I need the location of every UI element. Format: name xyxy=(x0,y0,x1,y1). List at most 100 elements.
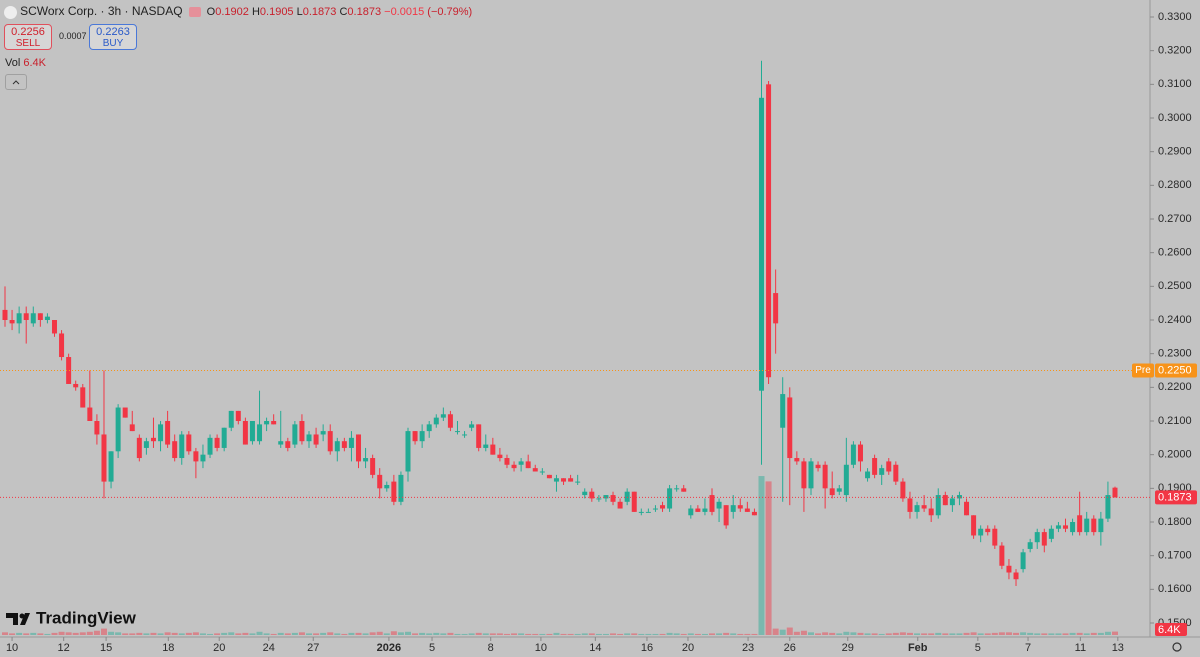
sell-button[interactable]: 0.2256 SELL xyxy=(4,24,52,50)
candle-body xyxy=(87,407,93,421)
symbol-title[interactable]: SCWorx Corp. · 3h · NASDAQ xyxy=(20,4,183,18)
candle-body xyxy=(1070,522,1076,533)
candle-body xyxy=(249,421,255,442)
volume-bar xyxy=(1076,632,1083,635)
candle-body xyxy=(511,464,517,469)
volume-bar xyxy=(30,632,37,635)
candle-body xyxy=(794,458,800,462)
volume-bar xyxy=(108,631,115,635)
volume-bar xyxy=(991,632,998,635)
candle-body xyxy=(758,97,764,391)
candle-body xyxy=(553,478,559,482)
settings-icon[interactable] xyxy=(1172,642,1182,652)
buy-button[interactable]: 0.2263 BUY xyxy=(89,24,137,50)
volume-bar xyxy=(730,633,737,635)
volume-bar xyxy=(136,632,143,635)
candle-body xyxy=(221,427,227,448)
candle-body xyxy=(596,498,602,500)
y-tick-label: 0.2800 xyxy=(1158,179,1192,191)
candle-body xyxy=(426,424,432,432)
candle-body xyxy=(787,397,793,459)
volume-bar xyxy=(171,632,178,635)
candle-body xyxy=(37,313,43,320)
x-tick-label: 16 xyxy=(641,642,653,654)
candle-body xyxy=(801,461,807,489)
volume-bar xyxy=(928,633,935,635)
volume-bar xyxy=(341,633,348,635)
volume-bar xyxy=(652,633,659,635)
candle-body xyxy=(292,424,298,445)
volume-bar xyxy=(935,632,942,635)
collapse-button[interactable] xyxy=(5,74,27,90)
volume-bar xyxy=(461,633,468,635)
sell-price: 0.2256 xyxy=(11,26,45,38)
candle-body xyxy=(638,511,644,513)
volume-series xyxy=(2,476,1118,635)
candle-body xyxy=(405,431,411,472)
change-value: −0.0015 xyxy=(384,6,425,18)
x-tick-label: 29 xyxy=(842,642,854,654)
candle-body xyxy=(334,441,340,452)
candle-body xyxy=(935,495,941,516)
volume-bar xyxy=(221,632,228,635)
candle-body xyxy=(1041,532,1047,546)
volume-bar xyxy=(645,633,652,635)
candle-body xyxy=(766,84,772,378)
candle-body xyxy=(2,309,8,320)
volume-bar xyxy=(871,633,878,635)
volume-bar xyxy=(595,633,602,635)
y-tick-label: 0.1800 xyxy=(1158,516,1192,528)
candle-body xyxy=(59,333,65,358)
y-tick-label: 0.3100 xyxy=(1158,78,1192,90)
volume-bar xyxy=(1034,633,1041,635)
volume-bar xyxy=(412,633,419,635)
volume-bar xyxy=(532,633,539,635)
candle-body xyxy=(907,498,913,512)
volume-bar xyxy=(673,633,680,635)
volume-bar xyxy=(574,633,581,635)
volume-bar xyxy=(2,632,8,635)
y-tick-label: 0.2200 xyxy=(1158,381,1192,393)
collapse-icon xyxy=(12,80,20,85)
candle-body xyxy=(108,451,114,482)
candle-body xyxy=(356,434,362,462)
volume-bar xyxy=(539,633,546,635)
candle-body xyxy=(412,431,418,442)
volume-bar xyxy=(503,633,510,635)
candle-body xyxy=(384,484,390,489)
volume-bar xyxy=(419,632,426,635)
candle-body xyxy=(497,454,503,459)
volume-bar xyxy=(390,631,397,635)
candle-body xyxy=(964,501,970,516)
candle-body xyxy=(214,437,220,448)
candle-body xyxy=(419,431,425,442)
ohlc-value: 0.1902 xyxy=(215,6,249,18)
candle-body xyxy=(447,414,453,428)
x-tick-label: 26 xyxy=(784,642,796,654)
candle-body xyxy=(872,458,878,475)
candle-body xyxy=(264,421,270,425)
candle-body xyxy=(730,505,736,512)
volume-bar xyxy=(553,632,560,635)
volume-bar xyxy=(58,631,65,635)
volume-bar xyxy=(1027,632,1034,635)
y-tick-label: 0.2600 xyxy=(1158,247,1192,259)
candle-series xyxy=(2,60,1118,586)
candle-body xyxy=(914,505,920,512)
candle-body xyxy=(836,488,842,492)
x-tick-label: Feb xyxy=(908,642,928,654)
volume-bar xyxy=(878,633,885,635)
volume-bar xyxy=(765,481,772,635)
tradingview-logo: TradingView xyxy=(6,608,137,627)
volume-bar xyxy=(807,632,814,635)
candle-body xyxy=(723,505,729,526)
candle-body xyxy=(978,528,984,536)
volume-bar xyxy=(298,632,305,635)
candle-body xyxy=(115,407,121,452)
volume-bar xyxy=(44,633,51,635)
volume-bar xyxy=(829,632,836,635)
settings-gear[interactable] xyxy=(1172,642,1182,652)
volume-bar xyxy=(100,628,107,635)
candle-body xyxy=(985,528,991,533)
